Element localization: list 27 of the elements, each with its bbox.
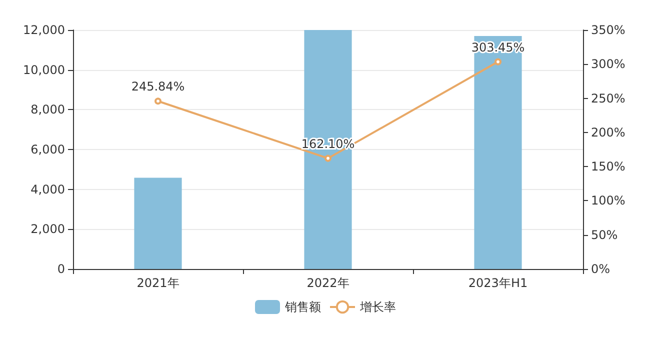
y2-tick-label: 300% — [591, 57, 626, 72]
y-tick-label: 6,000 — [30, 142, 65, 156]
y-tick-label: 4,000 — [30, 182, 65, 196]
bar — [134, 178, 182, 269]
bar — [304, 30, 352, 269]
bar — [474, 36, 522, 269]
y-tick-label: 12,000 — [23, 23, 65, 37]
point — [324, 154, 332, 162]
data-label: 245.84% — [131, 80, 185, 94]
y-tick-label: 8,000 — [30, 102, 65, 117]
y2-tick-label: 350% — [591, 23, 626, 37]
legend-label: 销售额 — [284, 300, 321, 314]
y-tick-label: 0 — [57, 262, 65, 276]
y2-tick-label: 200% — [591, 125, 626, 140]
legend-label: 增长率 — [359, 300, 396, 314]
x-tick-label: 2021年 — [136, 276, 180, 290]
y2-tick-label: 0% — [591, 262, 610, 276]
point — [154, 98, 162, 105]
y-tick-label: 2,000 — [30, 222, 65, 236]
x-tick-label: 2022年 — [306, 276, 350, 290]
y2-tick-label: 250% — [591, 91, 626, 106]
point — [494, 58, 502, 66]
y2-tick-label: 50% — [591, 228, 618, 242]
y-tick-label: 10,000 — [23, 62, 65, 77]
x-tick-label: 2023年H1 — [468, 276, 528, 290]
y2-tick-label: 100% — [591, 194, 626, 208]
y2-tick-label: 150% — [591, 160, 626, 174]
